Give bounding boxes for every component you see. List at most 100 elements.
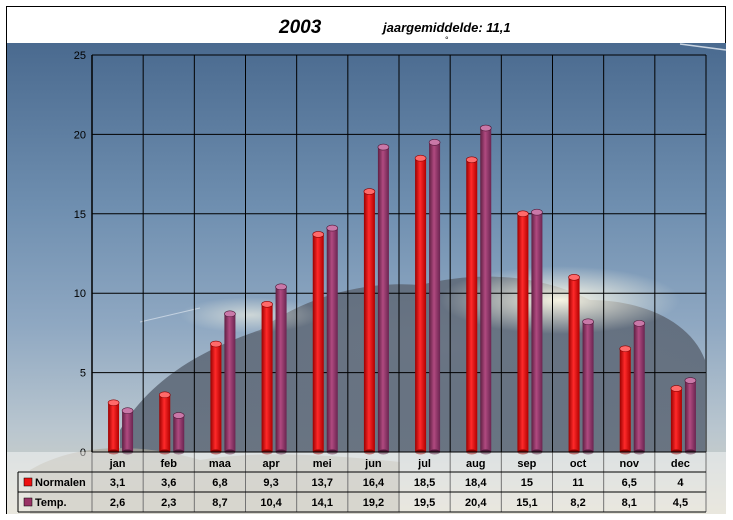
bar-body — [261, 304, 273, 452]
category-label-apr: apr — [263, 458, 281, 470]
data-label-0-dec: 4 — [677, 477, 684, 489]
bar-temp-maa — [224, 310, 236, 455]
bar-top — [377, 143, 390, 151]
bar-normalen-jan — [107, 399, 120, 455]
data-label-1-aug: 20,4 — [465, 497, 487, 509]
bar-body — [173, 415, 185, 452]
data-label-0-apr: 9,3 — [263, 477, 278, 489]
data-label-0-sep: 15 — [521, 477, 533, 489]
bar-top — [312, 231, 325, 238]
data-label-1-mei: 14,1 — [312, 497, 333, 509]
bar-body — [684, 380, 696, 452]
bar-body — [429, 142, 441, 452]
data-label-1-jul: 19,5 — [414, 497, 435, 509]
bar-top — [568, 274, 580, 281]
bar-top — [172, 412, 185, 419]
data-table: jan feb maa apr mei jun jul aug sep oct nov dec Norm… — [7, 451, 726, 514]
bar-temp-jun — [377, 143, 390, 455]
category-label-dec: dec — [671, 458, 690, 470]
bar-body — [568, 277, 580, 452]
category-label-sep: sep — [517, 458, 536, 470]
bar-normalen-maa — [210, 340, 222, 455]
data-label-0-nov: 6,5 — [622, 477, 637, 489]
bar-top — [121, 407, 134, 415]
bar-top — [210, 340, 222, 348]
category-label-jul: jul — [417, 458, 431, 470]
bar-top — [670, 385, 683, 392]
category-label-nov: nov — [619, 458, 639, 470]
chart-subtitle: jaargemiddelde: 11,1 — [383, 20, 511, 35]
data-label-0-jul: 18,5 — [414, 477, 435, 489]
bar-body — [312, 234, 324, 452]
bar-top — [517, 210, 529, 218]
data-label-1-dec: 4,5 — [673, 497, 688, 509]
bar-top — [619, 345, 632, 353]
bar-temp-feb — [172, 412, 185, 455]
bar-top — [582, 318, 594, 326]
bar-temp-aug — [479, 124, 492, 455]
bar-body — [633, 323, 645, 452]
bar-body — [224, 313, 236, 452]
bar-normalen-jul — [414, 154, 427, 455]
y-tick-labels: 0 5 10 15 20 25 — [74, 50, 86, 459]
y-tick-label-25: 25 — [74, 50, 86, 62]
bar-normalen-dec — [670, 385, 683, 455]
bar-body — [210, 344, 222, 452]
data-label-1-jan: 2,6 — [110, 497, 125, 509]
y-tick-label-15: 15 — [74, 209, 86, 221]
data-label-1-oct: 8,2 — [570, 497, 585, 509]
bar-normalen-mei — [312, 231, 325, 455]
bar-top — [684, 377, 697, 384]
bar-normalen-sep — [517, 210, 529, 455]
bar-top — [465, 156, 478, 164]
y-tick-label-10: 10 — [74, 288, 86, 300]
data-label-1-jun: 19,2 — [363, 497, 384, 509]
data-label-0-jun: 16,4 — [363, 477, 385, 489]
bar-body — [275, 286, 287, 452]
bar-body — [619, 348, 631, 452]
legend-label-1: Temp. — [35, 497, 67, 509]
bar-normalen-apr — [261, 301, 273, 455]
bar-top — [261, 301, 273, 308]
bar-normalen-nov — [619, 345, 632, 455]
table-background — [7, 452, 726, 514]
y-tick-label-5: 5 — [80, 368, 86, 380]
data-label-0-jan: 3,1 — [110, 477, 125, 489]
legend-label-0: Normalen — [35, 477, 86, 489]
category-label-maa: maa — [209, 458, 232, 470]
y-tick-label-20: 20 — [74, 129, 86, 141]
chart-title: 2003 — [279, 17, 322, 38]
bar-temp-jul — [428, 139, 441, 455]
bar-top — [414, 154, 427, 162]
bar-body — [415, 158, 427, 452]
bar-body — [122, 410, 134, 452]
bar-body — [480, 128, 492, 452]
bar-top — [158, 391, 171, 399]
degree-mark: ° — [445, 35, 449, 45]
bar-body — [670, 388, 682, 452]
data-label-0-feb: 3,6 — [161, 477, 176, 489]
category-label-aug: aug — [466, 458, 486, 470]
bar-body — [582, 321, 594, 452]
bar-top — [107, 399, 120, 407]
bar-body — [517, 213, 529, 452]
bar-normalen-jun — [363, 188, 376, 455]
bar-body — [531, 212, 543, 452]
bars — [107, 124, 697, 455]
bar-top — [275, 283, 287, 291]
bar-top — [326, 224, 339, 232]
bar-normalen-oct — [568, 274, 580, 455]
bar-temp-dec — [684, 377, 697, 455]
bar-body — [159, 394, 171, 452]
data-label-1-apr: 10,4 — [260, 497, 282, 509]
legend-swatch-0 — [23, 477, 33, 487]
bar-temp-apr — [275, 283, 287, 455]
data-label-0-oct: 11 — [572, 477, 584, 489]
category-label-oct: oct — [570, 458, 587, 470]
bar-body — [466, 159, 478, 453]
bar-body — [326, 228, 338, 452]
data-label-0-mei: 13,7 — [312, 477, 333, 489]
data-label-1-feb: 2,3 — [161, 497, 176, 509]
bar-top — [224, 310, 236, 318]
